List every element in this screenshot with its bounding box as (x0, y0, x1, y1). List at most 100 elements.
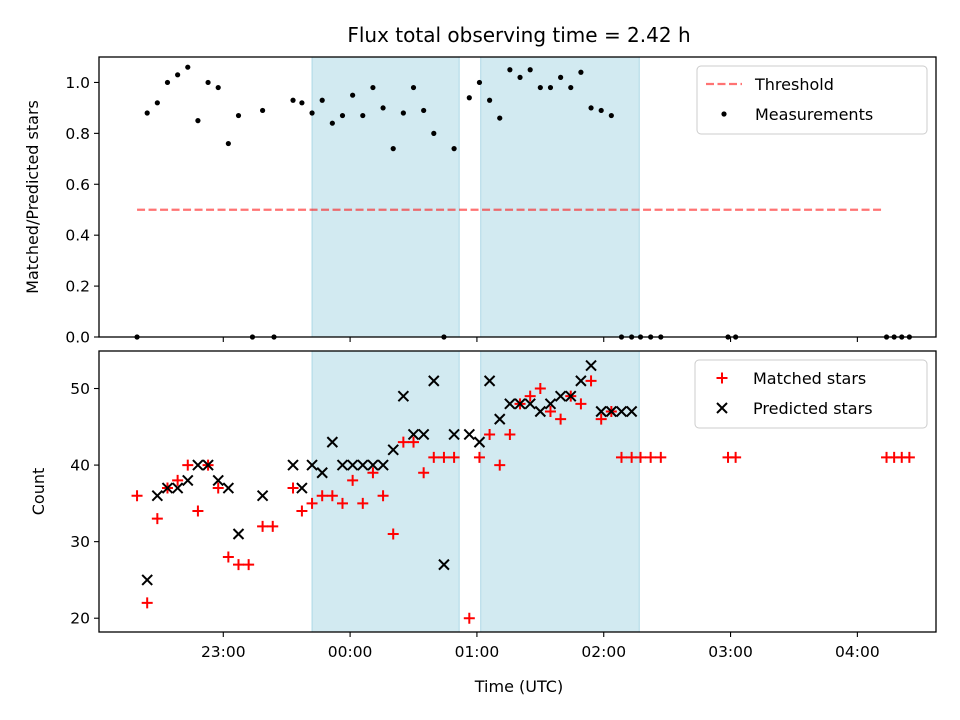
predicted-star-point (171, 482, 184, 494)
matched-star-point (397, 436, 409, 448)
matched-star-point (645, 451, 657, 463)
x-axis-label: Time (UTC) (474, 677, 563, 696)
matched-star-point (635, 451, 647, 463)
matched-star-point (575, 398, 587, 410)
measurement-point (568, 84, 574, 91)
matched-star-point (267, 520, 279, 532)
predicted-star-point (524, 398, 536, 410)
top-y-tick-label-3: 0.6 (65, 176, 90, 194)
measurement-point (476, 79, 483, 86)
measurement-point (154, 100, 160, 106)
measurement-point (390, 146, 396, 152)
predicted-star-point (473, 436, 486, 448)
matched-star-point (524, 390, 536, 402)
matched-star-point (326, 490, 338, 502)
predicted-star-point (336, 459, 349, 471)
predicted-star-point (514, 398, 526, 410)
matched-star-point (347, 474, 359, 486)
predicted-star-point (377, 459, 389, 471)
top-x-ticks (222, 337, 858, 342)
predicted-star-point (182, 474, 194, 487)
bottom-shaded-spans (311, 350, 640, 633)
measurement-point (309, 110, 315, 116)
top-shaded-span-1 (480, 56, 640, 338)
matched-star-point (316, 490, 328, 502)
matched-star-point (408, 436, 420, 448)
predicted-star-point (357, 459, 369, 471)
matched-star-point (222, 551, 234, 563)
top-legend-label-0: Threshold (754, 75, 834, 94)
matched-star-point (544, 405, 556, 417)
predicted-star-point (222, 482, 235, 494)
predicted-star-point (605, 405, 618, 418)
measurement-point (497, 115, 503, 121)
matched-star-point (418, 467, 430, 479)
measurement-point (235, 112, 242, 119)
predicted-star-point (306, 459, 318, 471)
top-y-axis-label: Matched/Predicted stars (23, 100, 42, 294)
matched-star-point (357, 497, 369, 509)
measurement-point (421, 107, 427, 114)
top-legend: Threshold Measurements (696, 65, 928, 135)
matched-star-point (243, 559, 255, 571)
measurement-point (164, 79, 171, 86)
x-tick-label-2: 01:00 (455, 643, 500, 661)
bot-shaded-span-0 (311, 350, 460, 633)
x-tick-label-1: 00:00 (328, 643, 373, 661)
matched-star-point (377, 490, 389, 502)
top-y-ticks: 0.0 0.2 0.4 0.6 0.8 1.0 (65, 74, 99, 347)
predicted-star-point (463, 428, 476, 441)
measurement-point (144, 110, 150, 116)
measurement-point (608, 112, 614, 119)
predicted-star-point (585, 359, 597, 372)
matched-star-point (484, 428, 496, 440)
measurement-point (410, 84, 417, 91)
top-y-tick-label-5: 1.0 (65, 74, 90, 92)
matched-star-point (534, 383, 546, 395)
measurement-point (400, 110, 406, 116)
predicted-star-point (565, 390, 577, 402)
bot-legend-label-0: Matched stars (753, 369, 866, 388)
matched-star-point (555, 413, 567, 425)
predicted-star-point (161, 482, 174, 494)
measurement-point (185, 64, 191, 70)
matched-star-point (504, 428, 516, 440)
bot-shaded-span-1 (480, 350, 640, 633)
measurement-point (290, 97, 296, 103)
predicted-star-point (212, 474, 224, 487)
measurement-point (507, 67, 513, 73)
bottom-data-marks (131, 359, 915, 624)
matched-star-point (287, 482, 299, 494)
predicted-star-point (346, 459, 359, 471)
predicted-star-point (232, 528, 245, 540)
predicted-star-point (397, 390, 410, 402)
matched-star-point (141, 597, 153, 609)
predicted-star-point (387, 444, 399, 456)
x-tick-label-5: 04:00 (835, 643, 880, 661)
matched-star-point (192, 505, 204, 517)
predicted-star-point (438, 558, 450, 571)
measurement-point (339, 112, 346, 119)
measurement-point (299, 100, 305, 106)
measurement-point (350, 92, 356, 98)
top-y-tick-label-0: 0.0 (65, 329, 90, 347)
measurement-point (588, 105, 594, 111)
top-legend-box (696, 65, 928, 135)
predicted-star-point (287, 459, 299, 471)
predicted-star-point (534, 405, 547, 418)
predicted-star-point (202, 459, 214, 471)
matched-star-point (448, 451, 460, 463)
predicted-star-point (141, 574, 153, 586)
matched-star-point (494, 459, 506, 471)
matched-star-point (212, 482, 224, 494)
predicted-star-point (151, 490, 164, 502)
measurement-point (451, 146, 457, 152)
predicted-star-point (544, 398, 557, 410)
measurement-point (319, 97, 325, 103)
matched-star-point (131, 490, 143, 502)
matched-star-point (615, 451, 627, 463)
matched-star-point (730, 451, 742, 463)
measurement-point (517, 74, 523, 80)
predicted-star-point (367, 459, 379, 471)
matched-star-point (903, 451, 915, 463)
